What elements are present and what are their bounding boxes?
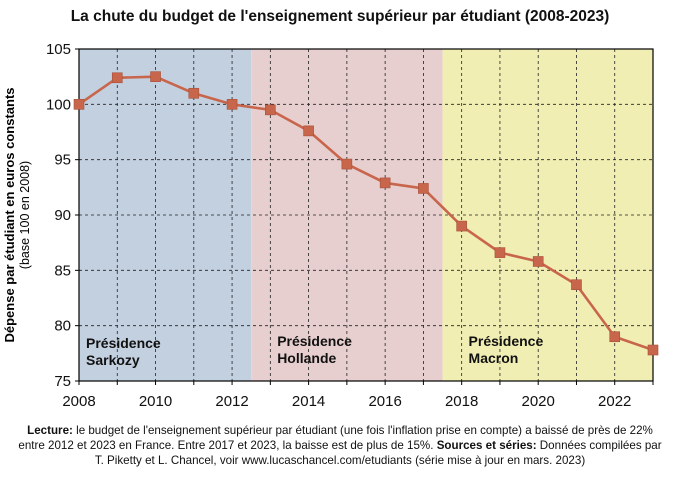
data-point-2020 (532, 256, 544, 267)
caption-sources-text: Données compilées par T. Piketty et L. C… (94, 439, 662, 467)
y-tick-label: 100 (46, 96, 71, 113)
data-point-2014 (303, 125, 314, 137)
y-tick-label: 75 (54, 373, 71, 390)
y-axis-label-sub: (base 100 en 2008) (18, 161, 32, 269)
data-point-2018 (456, 220, 467, 232)
caption-sources-label: Sources et séries: (436, 439, 537, 452)
data-point-2017 (418, 183, 429, 194)
caption-lecture-text: le budget de l'enseignement supérieur pa… (18, 424, 653, 452)
caption-lecture-label: Lecture: (27, 424, 73, 437)
data-point-2013 (265, 104, 276, 116)
x-tick-label: 2018 (445, 393, 478, 410)
data-point-2023 (647, 344, 659, 356)
x-tick-label: 2012 (215, 393, 248, 410)
line-chart: Présidence Sarkozy Présidence Hollande Prési… (2, 41, 659, 410)
data-point-2019 (494, 247, 506, 258)
region-labels: Présidence Sarkozy Présidence Hollande Prési… (86, 333, 543, 368)
x-tick-label: 2008 (62, 393, 95, 410)
y-tick-label: 105 (46, 41, 71, 58)
data-point-2011 (188, 87, 200, 99)
data-point-2012 (226, 99, 238, 110)
x-tick-label: 2016 (368, 393, 401, 410)
chart-title: La chute du budget de l'enseignement sup… (70, 8, 610, 25)
x-tick-label: 2020 (522, 393, 555, 410)
region-label-macron: Présidence Macron (469, 333, 544, 366)
data-point-2010 (150, 71, 161, 82)
y-tick-label: 90 (54, 207, 71, 224)
chart-caption: Lecture: le budget de l'enseignement sup… (14, 423, 666, 468)
data-point-2021 (571, 279, 582, 291)
region-label-hollande: Présidence Hollande (277, 333, 352, 366)
x-tick-label: 2014 (292, 393, 325, 410)
data-series (73, 71, 659, 356)
axis-ticks: 2008 2010 2012 2014 2016 2018 2020 2022 75 80 85 90… (46, 41, 654, 410)
x-tick-label: 2010 (139, 393, 172, 410)
y-tick-label: 85 (54, 262, 71, 279)
region-label-sarkozy: Présidence Sarkozy (86, 335, 161, 368)
y-axis-label: Dépense par étudiant en euros constants … (2, 87, 32, 342)
data-point-2015 (341, 158, 353, 170)
series-line (78, 75, 654, 352)
y-tick-label: 80 (54, 318, 71, 335)
x-tick-label: 2022 (598, 393, 631, 410)
y-axis-label-main: Dépense par étudiant en euros constants (2, 87, 17, 342)
data-point-2008 (73, 99, 85, 110)
data-point-2022 (609, 331, 621, 343)
y-tick-label: 95 (54, 152, 71, 169)
data-point-2009 (111, 72, 123, 84)
data-point-2016 (379, 177, 391, 189)
